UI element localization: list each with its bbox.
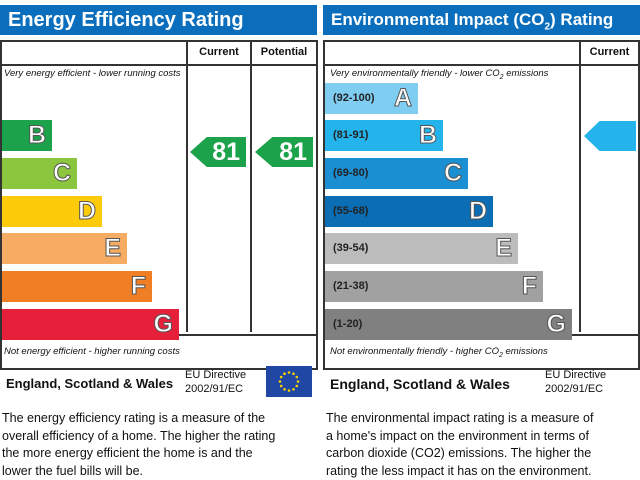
- potential-header: Potential: [260, 46, 308, 58]
- energy-description: The energy efficiency rating is a measur…: [2, 411, 276, 478]
- environment-band-letter: A: [393, 84, 412, 113]
- environment-band-letter: B: [418, 121, 437, 150]
- environment-band-g: (1-20) G: [325, 309, 572, 340]
- env-current-header: Current: [589, 46, 630, 58]
- energy-band-d: D: [2, 196, 102, 227]
- environment-band-range: (1-20): [333, 318, 363, 330]
- energy-band-letter: C: [52, 159, 71, 188]
- environment-band-range: (55-68): [333, 205, 369, 217]
- environment-band-letter: F: [521, 272, 537, 301]
- environment-band-e: (39-54) E: [325, 233, 518, 264]
- environment-band-range: (81-91): [333, 129, 369, 141]
- environment-directive: EU Directive 2002/91/EC: [545, 369, 607, 395]
- eu-flag-icon: [266, 366, 312, 397]
- environment-band-letter: C: [443, 159, 462, 188]
- environment-band-letter: E: [495, 234, 513, 263]
- energy-band-letter: D: [77, 197, 96, 226]
- energy-band-letter: B: [27, 121, 46, 150]
- current-rating-value: 81: [212, 138, 240, 166]
- energy-region: England, Scotland & Wales: [6, 376, 174, 391]
- energy-directive: EU Directive 2002/91/EC: [185, 369, 247, 395]
- environment-band-letter: G: [546, 310, 566, 339]
- energy-band-c: C: [2, 158, 77, 189]
- energy-header: Energy Efficiency Rating: [0, 5, 317, 35]
- environment-title: Environmental Impact (CO2) Rating: [331, 10, 614, 33]
- environment-band-letter: D: [468, 197, 487, 226]
- environment-region: England, Scotland & Wales: [330, 376, 510, 392]
- environment-bottom-note: Not environmentally friendly - higher CO…: [330, 346, 548, 359]
- environment-band-range: (92-100): [333, 92, 375, 104]
- environment-band-f: (21-38) F: [325, 271, 543, 302]
- environment-band-c: (69-80) C: [325, 158, 468, 189]
- energy-band-g: G: [2, 309, 179, 340]
- environment-header: Environmental Impact (CO2) Rating: [323, 5, 640, 35]
- environment-band-b: (81-91) B: [325, 120, 443, 151]
- potential-rating-value: 81: [279, 138, 307, 166]
- energy-title: Energy Efficiency Rating: [8, 9, 244, 31]
- energy-band-letter: G: [153, 310, 173, 339]
- energy-band-b: B: [2, 120, 52, 151]
- energy-band-letter: F: [130, 272, 146, 301]
- environment-top-note: Very environmentally friendly - lower CO…: [330, 68, 549, 81]
- energy-bottom-note: Not energy efficient - higher running co…: [4, 346, 180, 357]
- energy-band-e: E: [2, 233, 127, 264]
- environment-band-d: (55-68) D: [325, 196, 493, 227]
- environment-band-range: (39-54): [333, 242, 369, 254]
- environment-band-a: (92-100) A: [325, 83, 418, 114]
- energy-band-f: F: [2, 271, 152, 302]
- environment-band-range: (69-80): [333, 167, 369, 179]
- environment-description: The environmental impact rating is a mea…: [326, 411, 594, 478]
- current-header: Current: [199, 46, 239, 58]
- energy-top-note: Very energy efficient - lower running co…: [4, 68, 181, 79]
- environment-band-range: (21-38): [333, 280, 369, 292]
- energy-band-letter: E: [104, 234, 122, 263]
